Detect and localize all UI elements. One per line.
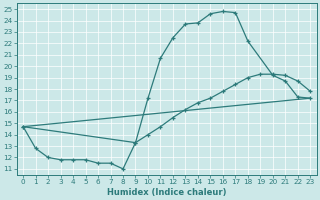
X-axis label: Humidex (Indice chaleur): Humidex (Indice chaleur) <box>107 188 227 197</box>
